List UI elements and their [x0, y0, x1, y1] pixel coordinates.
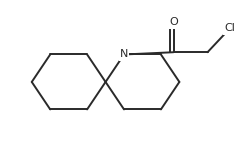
- Text: N: N: [120, 50, 128, 59]
- Text: Cl: Cl: [224, 23, 235, 33]
- Text: O: O: [169, 17, 178, 28]
